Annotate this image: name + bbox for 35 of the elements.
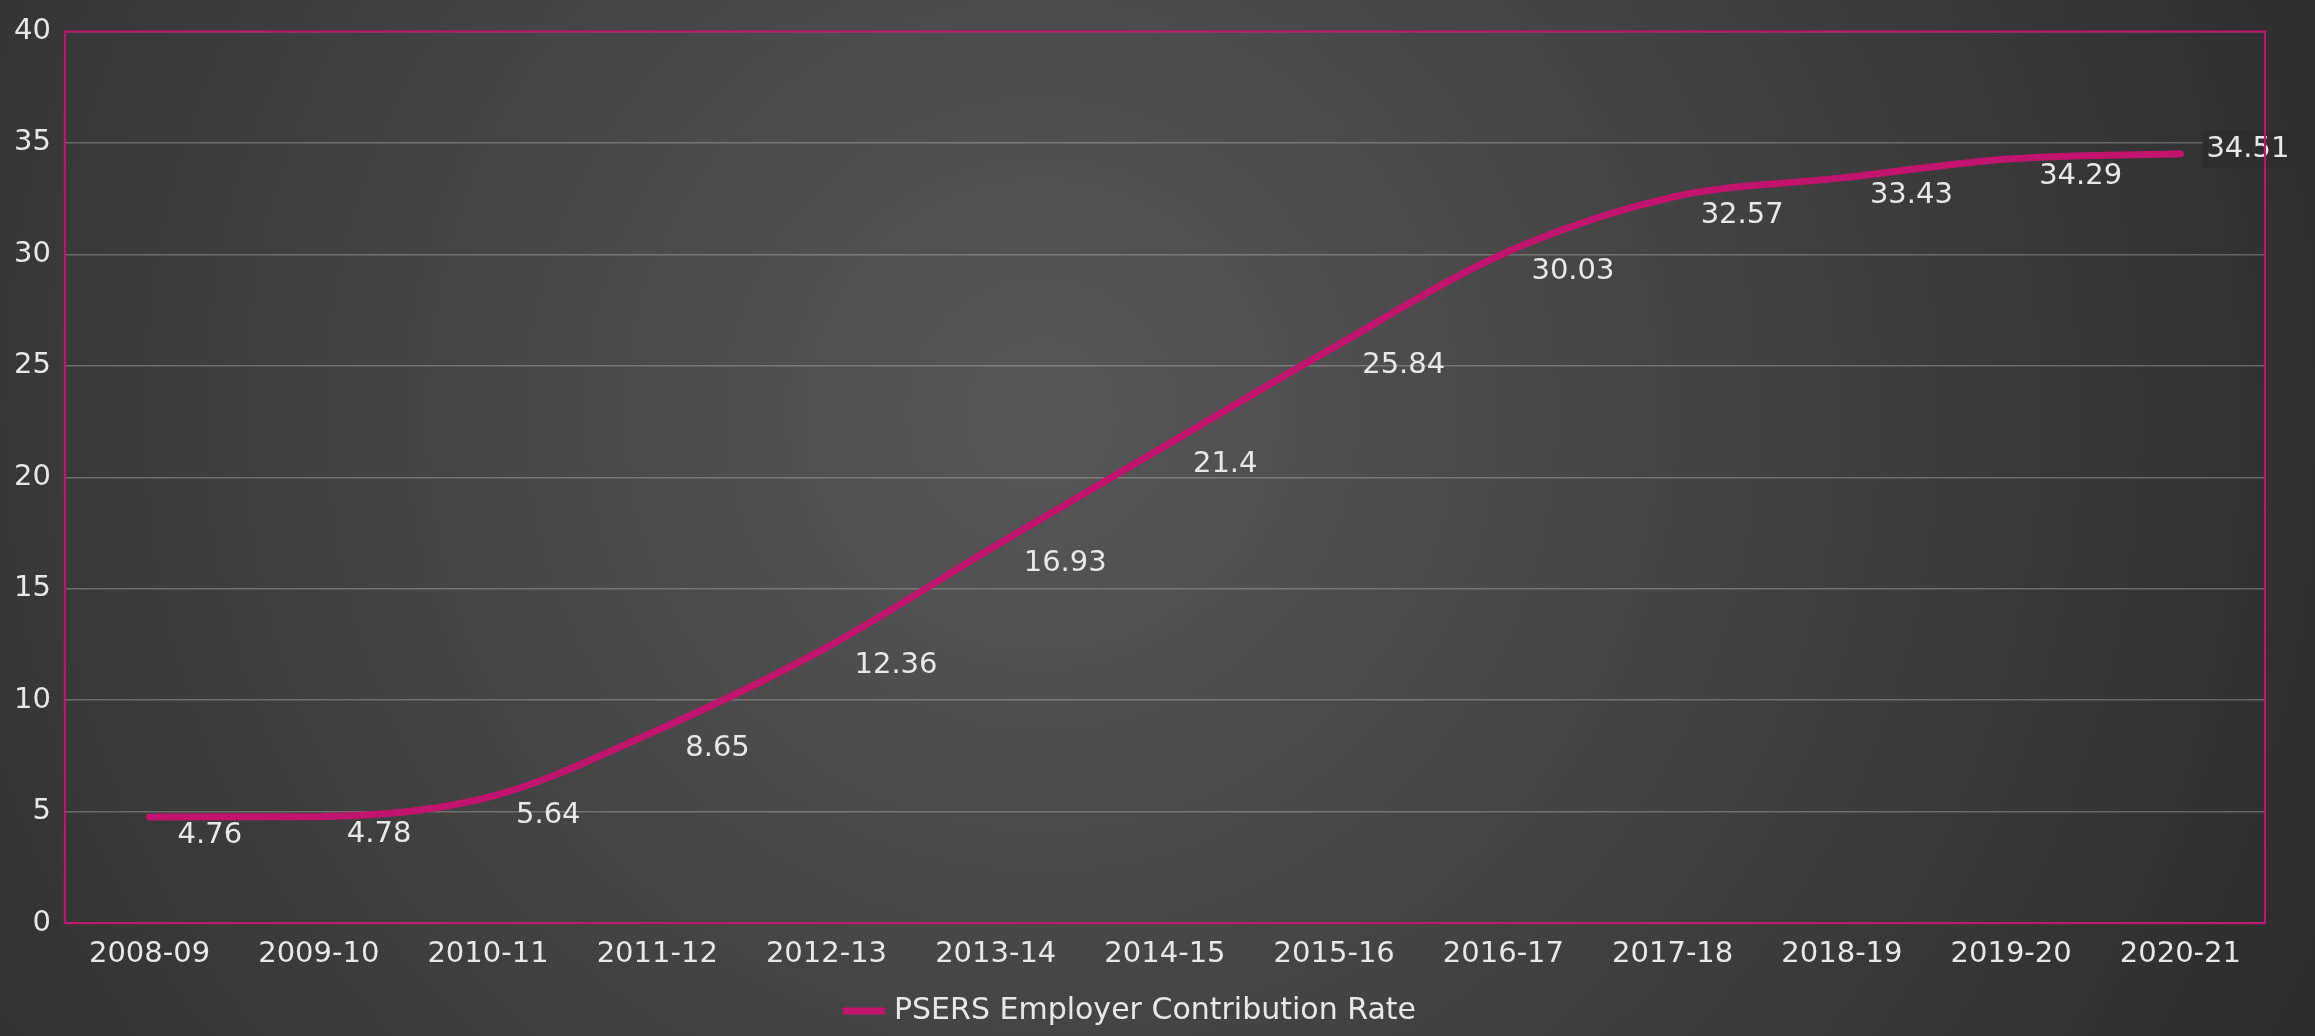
y-tick-label: 30 (14, 234, 51, 269)
data-label: 4.78 (346, 815, 412, 850)
x-tick-label: 2017-18 (1612, 935, 1734, 970)
y-tick-label: 15 (14, 569, 51, 604)
data-label: 30.03 (1531, 252, 1615, 287)
data-label: 16.93 (1023, 544, 1107, 579)
y-tick-label: 20 (14, 457, 51, 492)
data-label: 33.43 (1869, 176, 1953, 211)
x-tick-label: 2015-16 (1273, 935, 1395, 970)
y-tick-label: 0 (32, 903, 51, 938)
x-tick-label: 2018-19 (1781, 935, 1903, 970)
y-tick-label: 40 (14, 11, 51, 46)
y-tick-label: 10 (14, 680, 51, 715)
data-label: 34.29 (2039, 157, 2123, 192)
x-tick-label: 2012-13 (765, 935, 888, 970)
legend-label: PSERS Employer Contribution Rate (893, 990, 1417, 1026)
y-tick-label: 5 (32, 792, 51, 827)
x-tick-label: 2016-17 (1442, 935, 1565, 970)
data-label: 25.84 (1362, 345, 1446, 380)
y-tick-label: 25 (14, 346, 51, 381)
x-tick-label: 2011-12 (596, 935, 718, 970)
data-label: 12.36 (854, 646, 938, 681)
data-label: 4.76 (177, 815, 243, 850)
data-label: 5.64 (516, 795, 581, 830)
data-label: 21.4 (1192, 444, 1258, 479)
x-tick-label: 2020-21 (2119, 935, 2241, 970)
x-tick-label: 2009-10 (258, 935, 380, 970)
x-tick-label: 2010-11 (427, 935, 549, 970)
data-label: 8.65 (685, 728, 750, 763)
x-tick-label: 2014-15 (1104, 935, 1226, 970)
x-tick-label: 2013-14 (935, 935, 1057, 970)
x-tick-label: 2019-20 (1950, 935, 2072, 970)
data-label: 32.57 (1700, 195, 1784, 230)
y-tick-label: 35 (14, 123, 51, 158)
x-tick-label: 2008-09 (88, 935, 211, 970)
